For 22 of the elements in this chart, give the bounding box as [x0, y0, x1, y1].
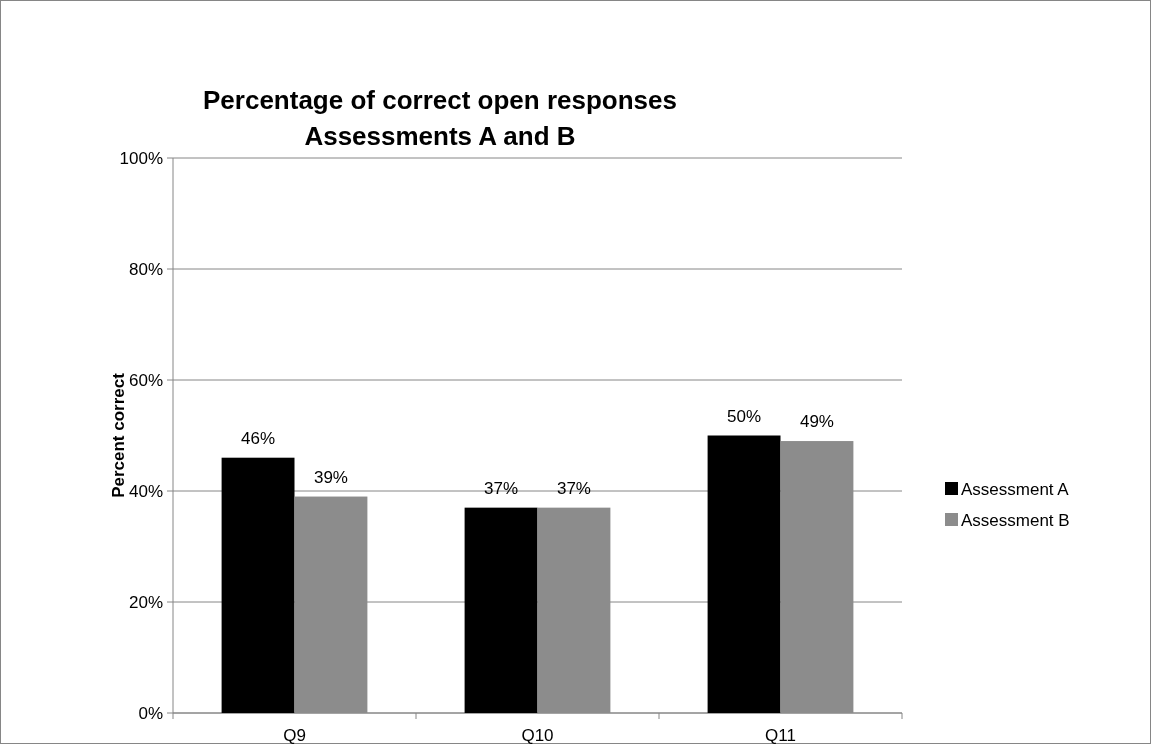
data-label: 46%: [241, 428, 276, 448]
bar: [464, 507, 538, 713]
y-tick-label: 40%: [128, 481, 163, 501]
y-tick-label: 100%: [119, 148, 163, 168]
y-tick-label: 20%: [128, 592, 163, 612]
data-label: 37%: [484, 478, 519, 498]
bar: [707, 435, 781, 713]
legend-label: Assessment A: [961, 479, 1070, 499]
chart-title: Percentage of correct open responses Assessments A and B: [203, 85, 677, 151]
legend-label: Assessment B: [961, 510, 1070, 530]
x-tick-label: Q9: [283, 726, 306, 744]
x-tick-label: Q11: [765, 726, 796, 744]
x-tick-label: Q10: [521, 726, 554, 744]
bar: [221, 457, 295, 713]
data-label: 39%: [313, 467, 348, 487]
data-label: 50%: [727, 406, 762, 426]
y-tick-label: 0%: [138, 703, 163, 723]
y-tick-label: 80%: [128, 259, 163, 279]
y-tick-label: 60%: [128, 370, 163, 390]
y-axis-title: Percent correct: [109, 372, 128, 498]
data-label: 37%: [556, 478, 591, 498]
data-label: 49%: [799, 412, 834, 432]
